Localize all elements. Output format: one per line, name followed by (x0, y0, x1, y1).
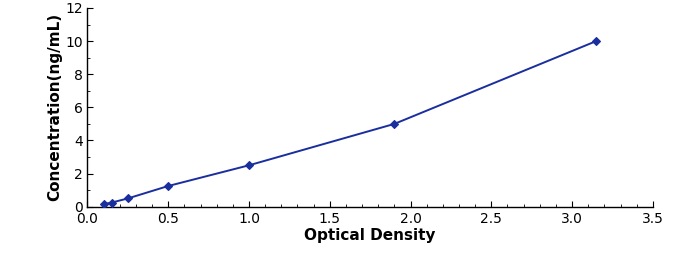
X-axis label: Optical Density: Optical Density (304, 228, 436, 243)
Y-axis label: Concentration(ng/mL): Concentration(ng/mL) (47, 13, 62, 201)
